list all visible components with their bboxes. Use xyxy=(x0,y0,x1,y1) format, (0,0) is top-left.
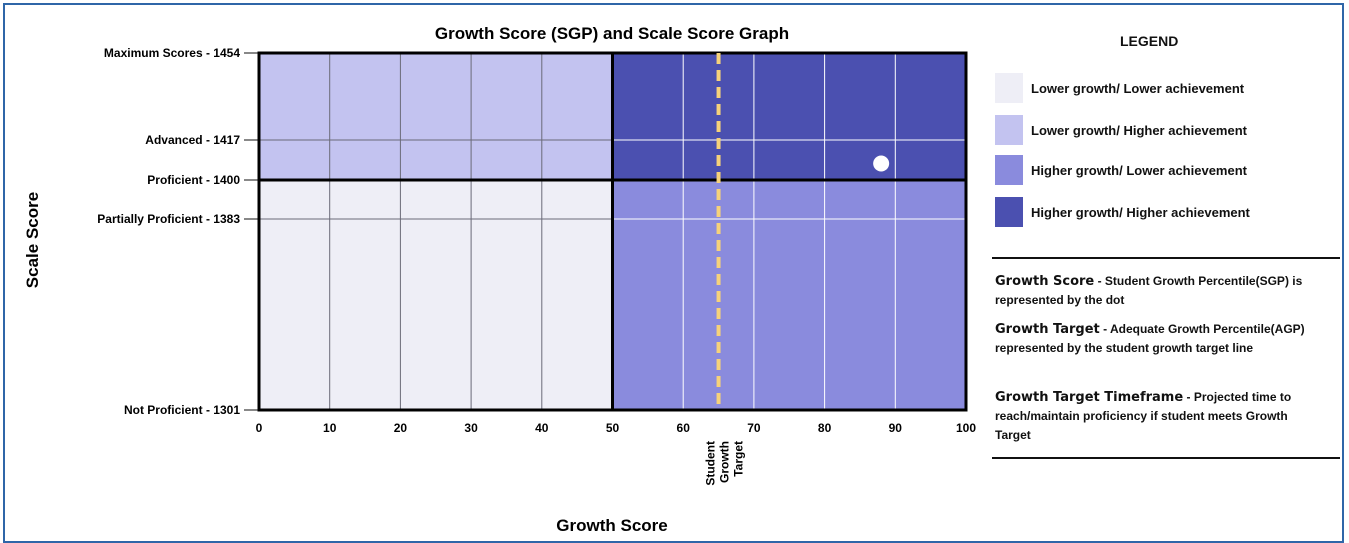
growth-score-dot xyxy=(873,155,890,172)
x-tick-label: 10 xyxy=(323,421,337,435)
legend-swatch-higher-lower xyxy=(995,155,1023,185)
x-tick-label: 30 xyxy=(464,421,478,435)
legend-swatch-higher-higher xyxy=(995,197,1023,227)
definition-growth-target: Growth Target - Adequate Growth Percenti… xyxy=(995,320,1315,358)
legend-divider-bottom xyxy=(992,457,1340,459)
legend-item-higher-higher: Higher growth/ Higher achievement xyxy=(995,197,1250,227)
quadrant-lower-higher xyxy=(259,53,613,180)
definition-term: Growth Target xyxy=(995,322,1100,337)
definition-text: - Adequate Growth Percentile(AGP) repres… xyxy=(995,322,1305,355)
legend-swatch-lower-higher xyxy=(995,115,1023,145)
legend-item-lower-lower: Lower growth/ Lower achievement xyxy=(995,73,1244,103)
y-tick-label: Not Proficient - 1301 xyxy=(124,403,240,417)
x-tick-label: 90 xyxy=(889,421,903,435)
x-axis-label: Growth Score xyxy=(556,516,667,535)
quadrant-higher-lower xyxy=(612,180,966,410)
definition-growth-score: Growth Score - Student Growth Percentile… xyxy=(995,272,1315,310)
quadrant-lower-lower xyxy=(259,180,613,410)
legend-label: Higher growth/ Lower achievement xyxy=(1031,162,1247,178)
chart-title: Growth Score (SGP) and Scale Score Graph xyxy=(435,24,789,43)
growth-target-label: Target xyxy=(732,441,746,477)
definition-text: - Student Growth Percentile(SGP) is repr… xyxy=(995,274,1303,307)
x-tick-label: 100 xyxy=(956,421,976,435)
plot-border xyxy=(257,51,968,412)
legend-title: LEGEND xyxy=(1120,33,1179,49)
y-tick-label: Proficient - 1400 xyxy=(147,173,240,187)
growth-target-label: Growth xyxy=(718,441,732,483)
quadrant-higher-higher xyxy=(612,53,966,180)
x-tick-label: 80 xyxy=(818,421,832,435)
growth-target-label: Student xyxy=(704,441,718,486)
legend-label: Lower growth/ Lower achievement xyxy=(1031,80,1245,96)
y-tick-label: Partially Proficient - 1383 xyxy=(97,212,240,226)
legend-label: Lower growth/ Higher achievement xyxy=(1031,122,1247,138)
y-axis-label: Scale Score xyxy=(23,192,42,288)
legend-swatch-lower-lower xyxy=(995,73,1023,103)
definition-growth-target-timeframe: Growth Target Timeframe - Projected time… xyxy=(995,388,1315,445)
legend-item-higher-lower: Higher growth/ Lower achievement xyxy=(995,155,1247,185)
y-tick-label: Maximum Scores - 1454 xyxy=(104,46,240,60)
legend-divider-top xyxy=(992,257,1340,259)
legend-item-lower-higher: Lower growth/ Higher achievement xyxy=(995,115,1247,145)
definition-term: Growth Score xyxy=(995,274,1095,289)
definition-text: - Projected time to reach/maintain profi… xyxy=(995,390,1292,442)
legend-label: Higher growth/ Higher achievement xyxy=(1031,204,1250,220)
x-tick-label: 60 xyxy=(677,421,691,435)
definition-term: Growth Target Timeframe xyxy=(995,390,1184,405)
x-tick-label: 40 xyxy=(535,421,549,435)
y-tick-label: Advanced - 1417 xyxy=(145,133,240,147)
x-tick-label: 70 xyxy=(747,421,761,435)
x-tick-label: 20 xyxy=(394,421,408,435)
x-tick-label: 50 xyxy=(606,421,620,435)
x-tick-label: 0 xyxy=(256,421,263,435)
